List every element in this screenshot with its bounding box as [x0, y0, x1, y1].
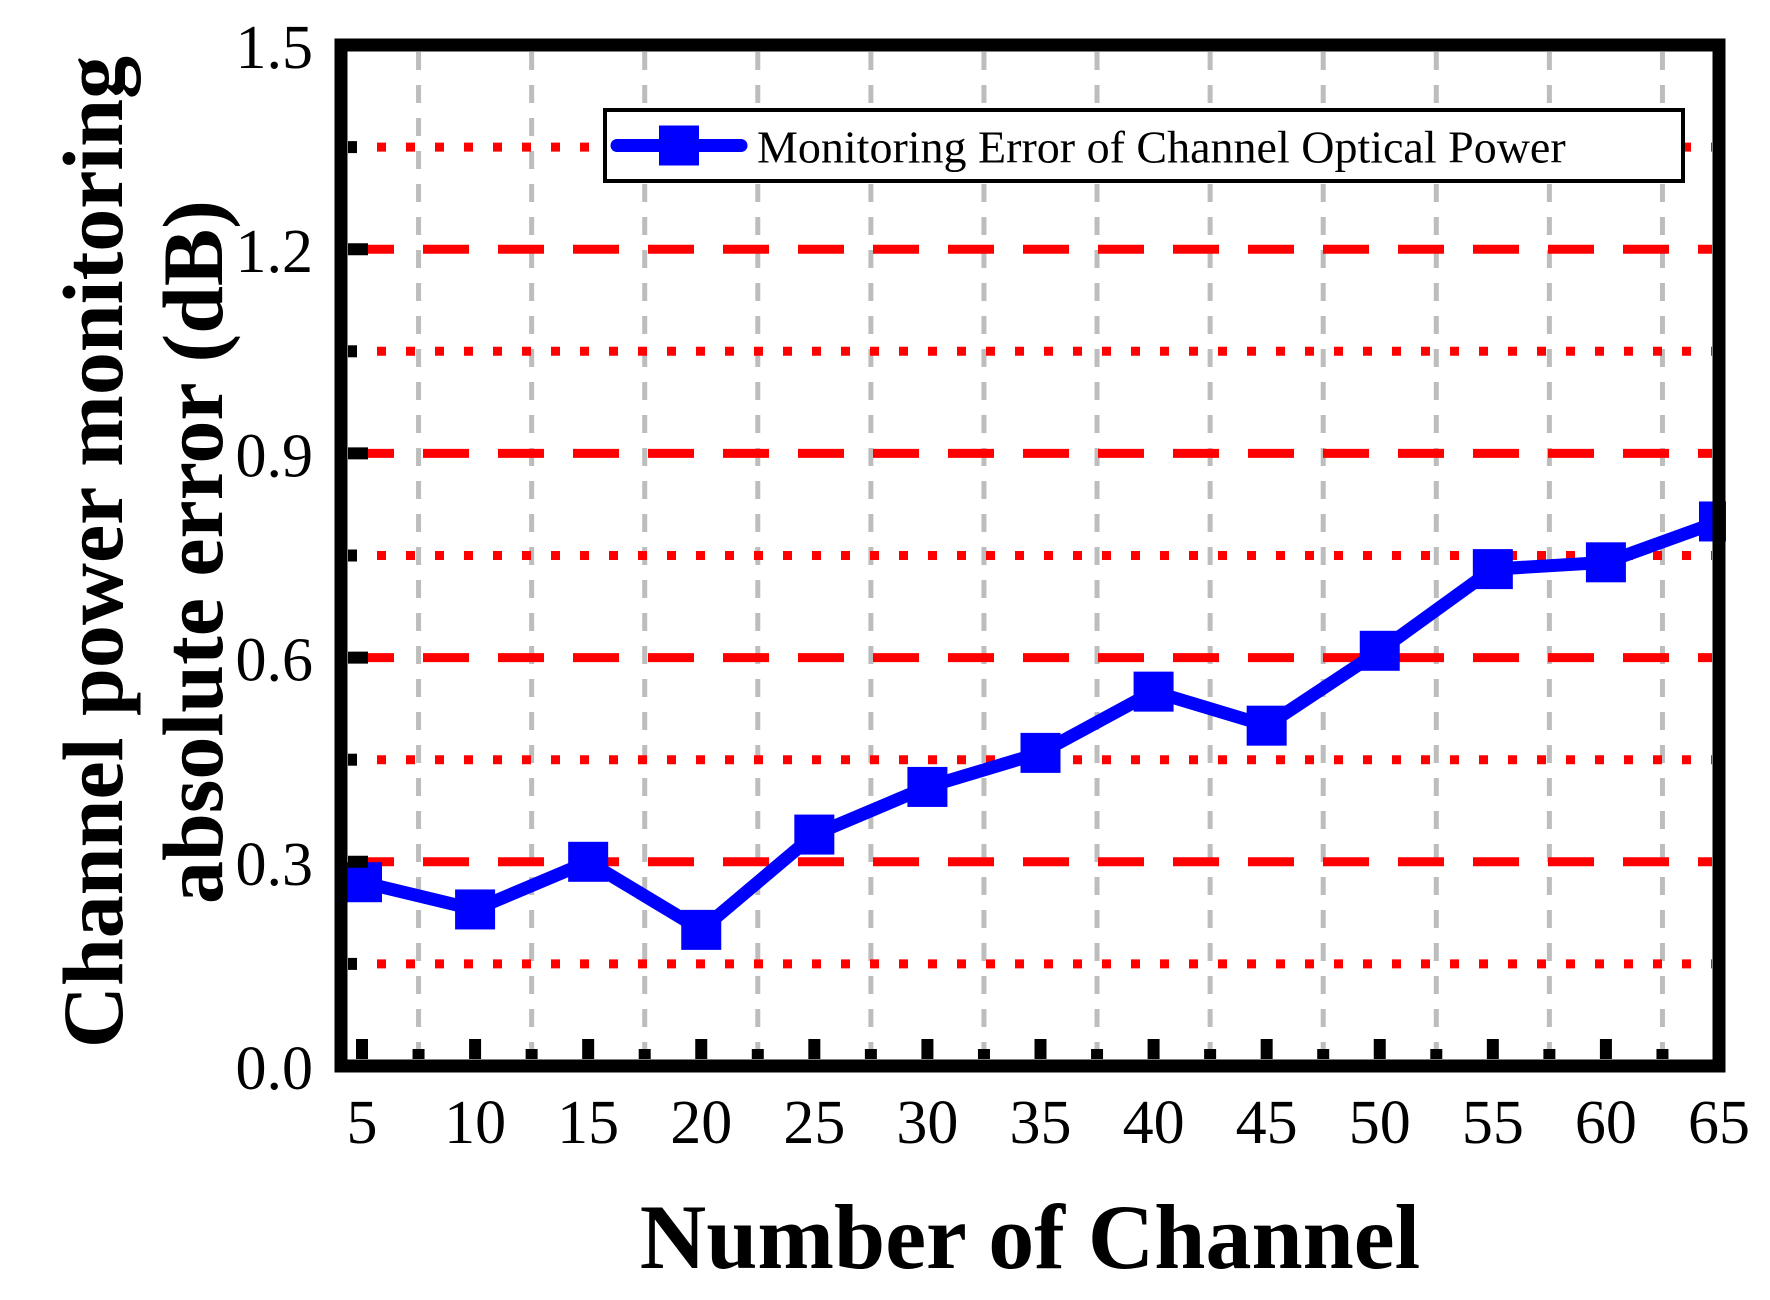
data-point-marker [1359, 630, 1400, 671]
data-point-marker [1020, 732, 1061, 773]
data-point-marker [907, 766, 948, 807]
x-tick-label: 5 [347, 1089, 378, 1157]
axis-frame [334, 38, 1726, 1073]
x-tick-label: 25 [783, 1089, 845, 1157]
x-tick-label: 40 [1123, 1089, 1185, 1157]
x-tick-label: 50 [1349, 1089, 1411, 1157]
y-tick-label: 1.2 [236, 218, 314, 286]
x-axis-title: Number of Channel [639, 1186, 1421, 1288]
y-tick-label: 0.9 [236, 422, 314, 490]
x-tick-label: 45 [1236, 1089, 1298, 1157]
x-tick-label: 10 [444, 1089, 506, 1157]
data-point-marker [568, 841, 609, 882]
x-tick-label: 55 [1462, 1089, 1524, 1157]
data-point-marker [1472, 549, 1513, 590]
y-axis-title-line2: absolute error (dB) [145, 200, 241, 904]
data-point-marker [1133, 671, 1174, 712]
y-axis-title: Channel power monitoring absolute error … [43, 0, 243, 1202]
y-axis-title-line1: Channel power monitoring [45, 55, 141, 1049]
x-tick-label: 20 [670, 1089, 732, 1157]
data-point-marker [1246, 705, 1287, 746]
y-tick-label: 0.0 [236, 1035, 314, 1103]
data-series [342, 501, 1726, 950]
data-point-marker [342, 862, 382, 903]
data-point-marker [681, 909, 722, 950]
data-point-marker [455, 889, 496, 930]
x-tick-label: 65 [1688, 1089, 1750, 1157]
legend-box [603, 108, 1685, 183]
x-tick-label: 15 [557, 1089, 619, 1157]
data-line [360, 515, 1722, 938]
data-point-marker [794, 814, 835, 855]
y-tick-label: 0.3 [236, 831, 314, 899]
legend-label: Monitoring Error of Channel Optical Powe… [757, 122, 1566, 173]
x-tick-label: 35 [1010, 1089, 1072, 1157]
y-tick-label: 0.6 [236, 627, 314, 695]
legend-marker-sample [659, 125, 699, 166]
data-point-marker [1585, 542, 1626, 583]
x-tick-label: 60 [1575, 1089, 1637, 1157]
y-tick-label: 1.5 [236, 14, 314, 82]
x-tick-label: 30 [896, 1089, 958, 1157]
